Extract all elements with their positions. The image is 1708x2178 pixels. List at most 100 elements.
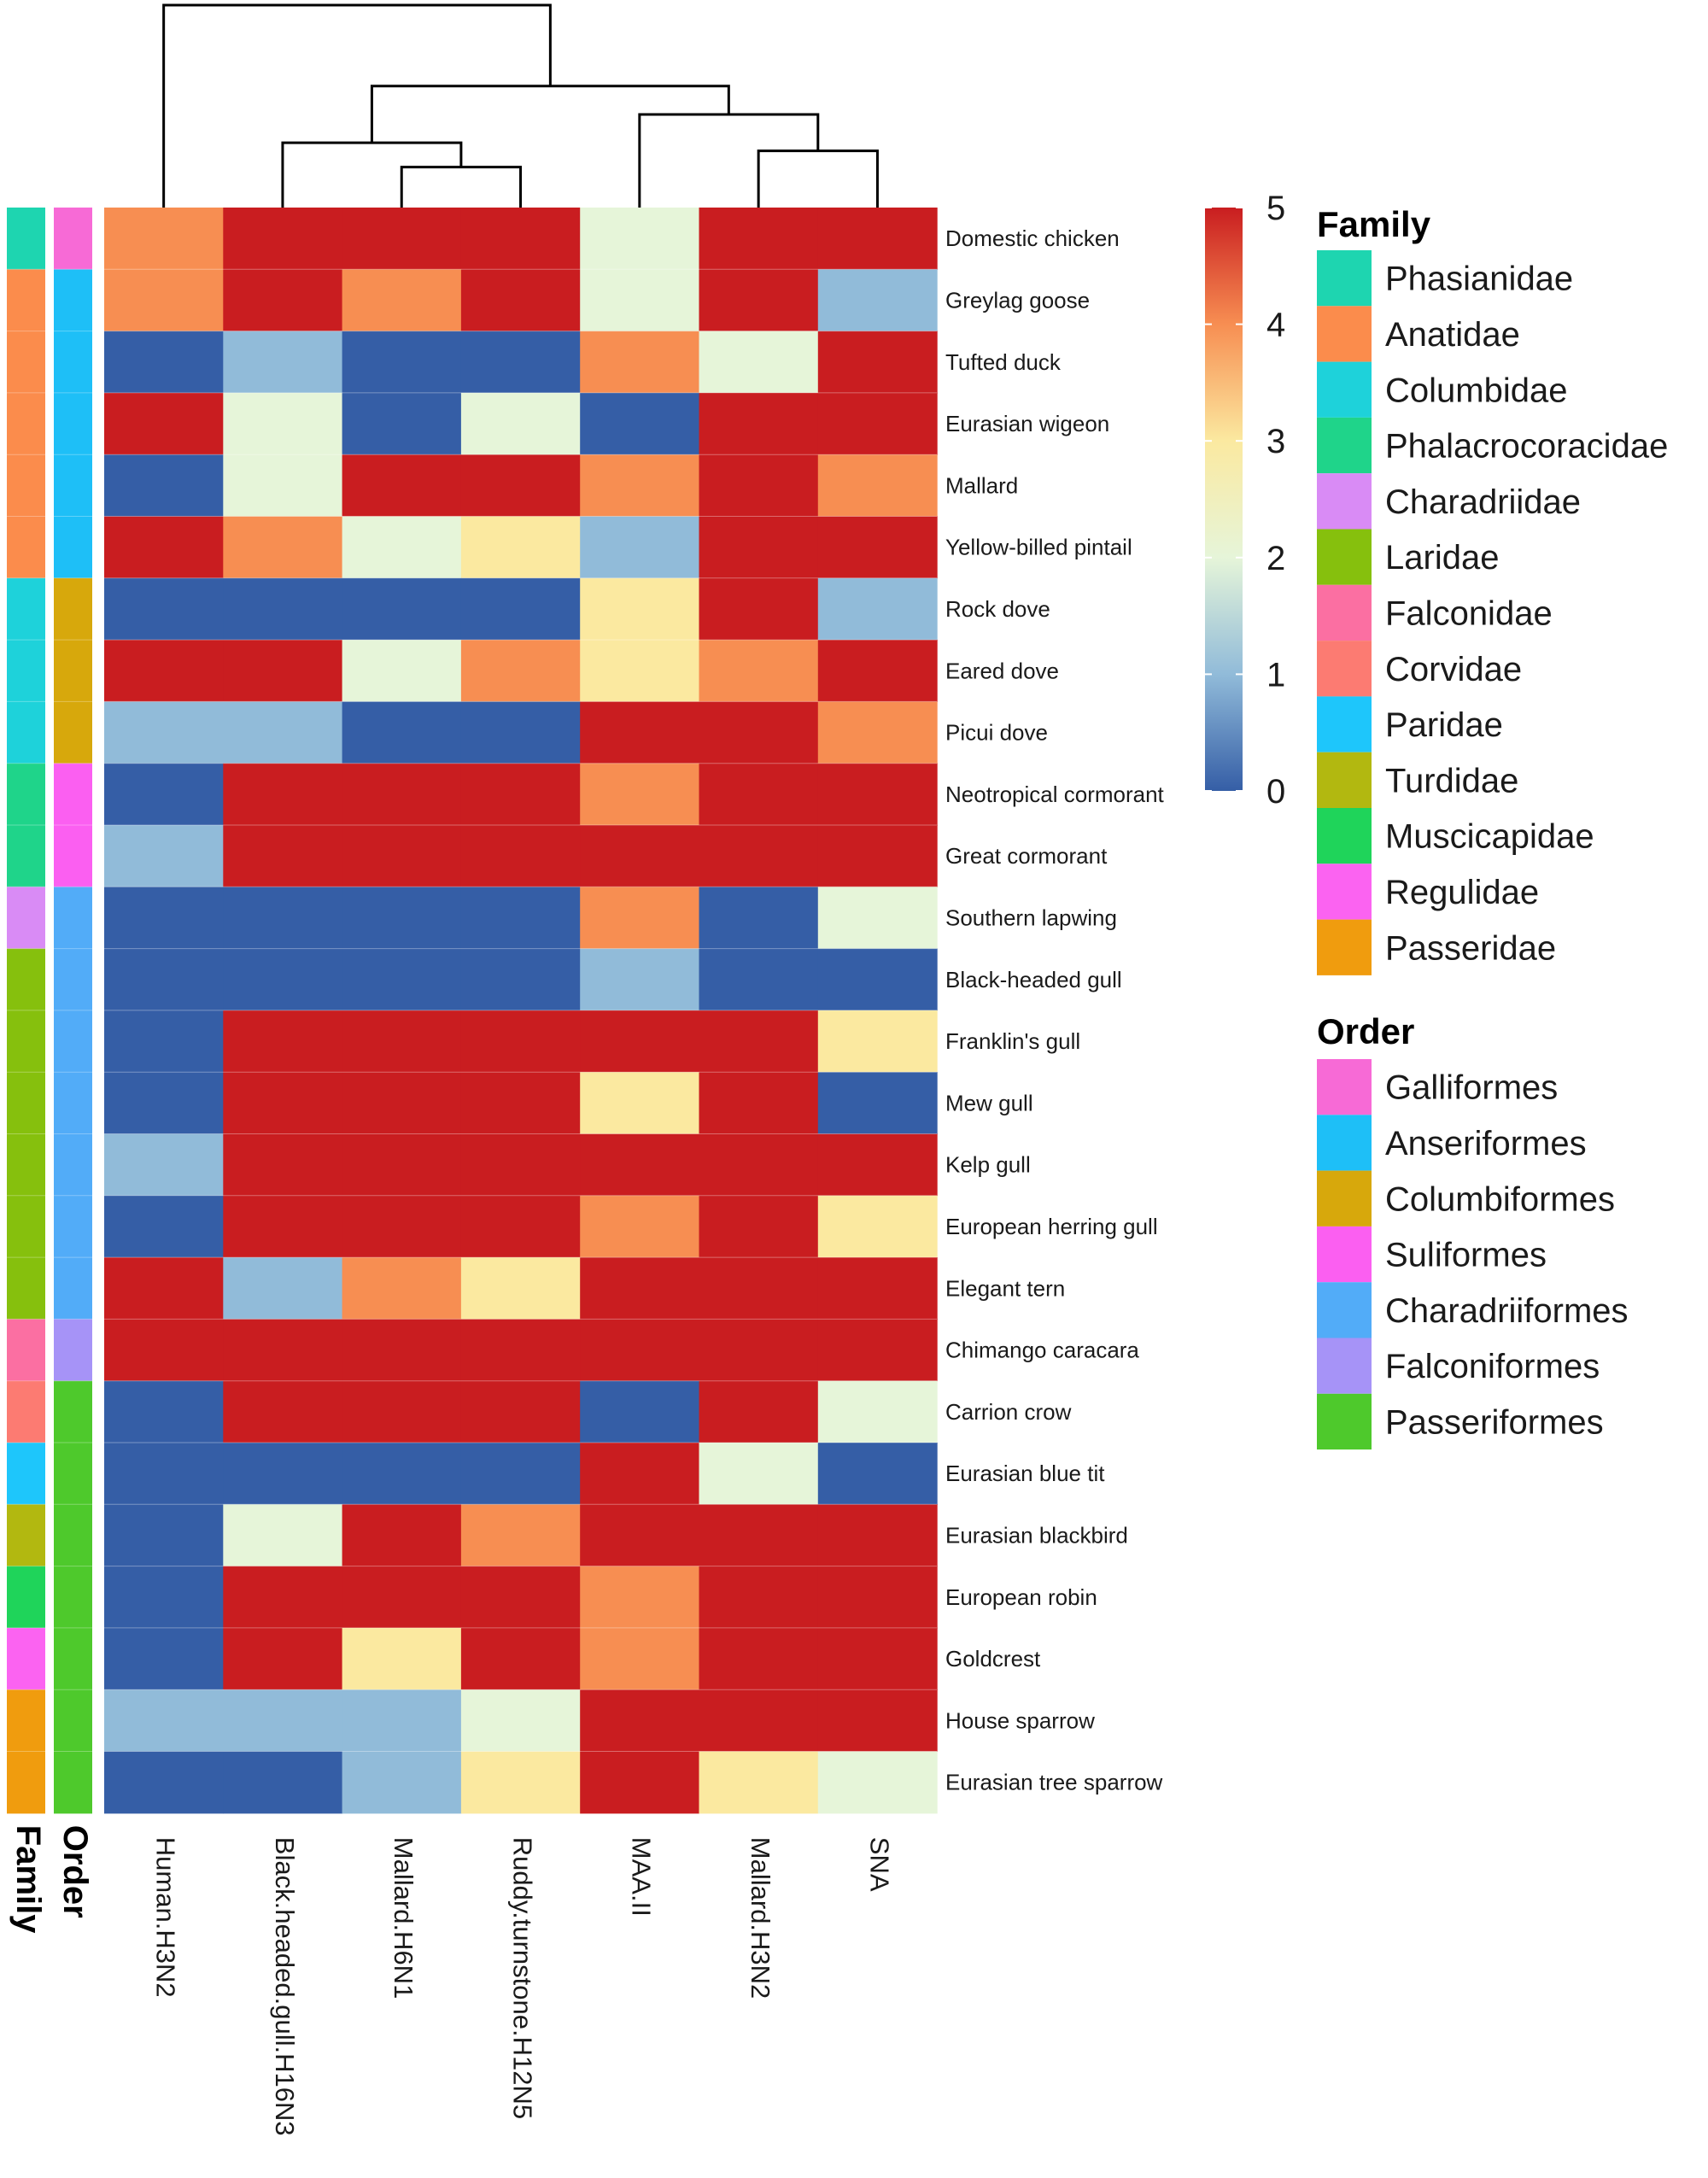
order-legend-swatch-galliformes — [1317, 1059, 1372, 1115]
heatmap-cell-tufted-duck-human-h3n2 — [104, 331, 224, 394]
family-legend-swatch-muscicapidae — [1317, 808, 1372, 864]
order-track-cell-elegant-tern — [54, 1257, 92, 1320]
heatmap-cell-kelp-gull-sna — [817, 1133, 938, 1197]
heatmap-cell-eurasian-blackbird-black-headed-gull-h16n3 — [223, 1504, 343, 1567]
heatmap-cell-kelp-gull-black-headed-gull-h16n3 — [223, 1133, 343, 1197]
heatmap-cell-yellow-billed-pintail-mallard-h3n2 — [699, 516, 819, 579]
row-label-eurasian-blue-tit: Eurasian blue tit — [945, 1461, 1105, 1486]
order-track-cell-eared-dove — [54, 640, 92, 702]
heatmap-cell-eurasian-tree-sparrow-ruddy-turnstone-h12n5 — [460, 1751, 581, 1814]
heatmap-cell-rock-dove-black-headed-gull-h16n3 — [223, 577, 343, 641]
heatmap-cell-mallard-maa-ii — [580, 454, 700, 518]
family-track-cell-european-herring-gull — [7, 1195, 45, 1258]
heatmap-cell-eared-dove-ruddy-turnstone-h12n5 — [460, 640, 581, 702]
family-track-cell-rock-dove — [7, 577, 45, 641]
heatmap-cell-chimango-caracara-mallard-h3n2 — [699, 1319, 819, 1382]
family-track-title: Family — [9, 1825, 47, 1934]
heatmap-cell-yellow-billed-pintail-mallard-h6n1 — [342, 516, 462, 579]
family-track-cell-carrion-crow — [7, 1380, 45, 1443]
family-track-cell-eared-dove — [7, 640, 45, 702]
heatmap-cell-eared-dove-maa-ii — [580, 640, 700, 702]
order-legend-swatch-columbiformes — [1317, 1170, 1372, 1227]
heatmap-cell-carrion-crow-human-h3n2 — [104, 1380, 224, 1443]
heatmap-cell-black-headed-gull-ruddy-turnstone-h12n5 — [460, 948, 581, 1011]
order-legend-swatch-suliformes — [1317, 1226, 1372, 1283]
heatmap-cell-picui-dove-sna — [817, 701, 938, 764]
heatmap-cell-house-sparrow-mallard-h3n2 — [699, 1689, 819, 1753]
family-track-cell-goldcrest — [7, 1627, 45, 1690]
heatmap-cell-european-herring-gull-sna — [817, 1195, 938, 1258]
column-label-maa-ii: MAA.II — [627, 1837, 657, 1917]
heatmap-cell-chimango-caracara-human-h3n2 — [104, 1319, 224, 1382]
heatmap-cell-eurasian-wigeon-mallard-h3n2 — [699, 392, 819, 455]
row-label-greylag-goose: Greylag goose — [945, 287, 1090, 313]
family-track-cell-eurasian-blue-tit — [7, 1443, 45, 1505]
heatmap-cell-eurasian-blackbird-mallard-h3n2 — [699, 1504, 819, 1567]
heatmap-cell-rock-dove-human-h3n2 — [104, 577, 224, 641]
colorbar-tick-label-0: 0 — [1266, 773, 1285, 811]
heatmap-cell-elegant-tern-black-headed-gull-h16n3 — [223, 1257, 343, 1320]
annotation-tracks: Family Order — [7, 208, 94, 1934]
order-track-cell-eurasian-blackbird — [54, 1504, 92, 1567]
heatmap-cell-mallard-black-headed-gull-h16n3 — [223, 454, 343, 518]
row-label-european-robin: European robin — [945, 1584, 1097, 1610]
heatmap-cell-black-headed-gull-black-headed-gull-h16n3 — [223, 948, 343, 1011]
order-track-cell-chimango-caracara — [54, 1319, 92, 1382]
heatmap-cell-eared-dove-human-h3n2 — [104, 640, 224, 702]
family-legend-label-falconidae: Falconidae — [1385, 594, 1553, 632]
family-legend-label-laridae: Laridae — [1385, 539, 1499, 577]
heatmap-cell-great-cormorant-black-headed-gull-h16n3 — [223, 825, 343, 887]
family-legend-label-phasianidae: Phasianidae — [1385, 261, 1573, 298]
heatmap-cell-tufted-duck-sna — [817, 331, 938, 394]
heatmap-cell-franklin-s-gull-maa-ii — [580, 1010, 700, 1073]
heatmap-cell-domestic-chicken-ruddy-turnstone-h12n5 — [460, 208, 581, 270]
heatmap-cell-eurasian-wigeon-black-headed-gull-h16n3 — [223, 392, 343, 455]
row-label-neotropical-cormorant: Neotropical cormorant — [945, 782, 1165, 807]
heatmap-cell-mew-gull-maa-ii — [580, 1072, 700, 1135]
order-track-cell-domestic-chicken — [54, 208, 92, 270]
heatmap-cell-eurasian-tree-sparrow-human-h3n2 — [104, 1751, 224, 1814]
heatmap-cell-eurasian-tree-sparrow-black-headed-gull-h16n3 — [223, 1751, 343, 1814]
heatmap-cell-elegant-tern-human-h3n2 — [104, 1257, 224, 1320]
heatmap-cell-domestic-chicken-human-h3n2 — [104, 208, 224, 270]
heatmap-cell-mallard-sna — [817, 454, 938, 518]
family-legend-label-regulidae: Regulidae — [1385, 874, 1539, 911]
heatmap-cell-franklin-s-gull-mallard-h3n2 — [699, 1010, 819, 1073]
heatmap-cell-european-herring-gull-mallard-h6n1 — [342, 1195, 462, 1258]
heatmap-cell-eurasian-wigeon-ruddy-turnstone-h12n5 — [460, 392, 581, 455]
heatmap-cell-carrion-crow-black-headed-gull-h16n3 — [223, 1380, 343, 1443]
heatmap-cell-kelp-gull-human-h3n2 — [104, 1133, 224, 1197]
family-legend-label-turdidae: Turdidae — [1385, 762, 1518, 799]
family-legend-swatch-paridae — [1317, 696, 1372, 752]
heatmap-cell-domestic-chicken-sna — [817, 208, 938, 270]
heatmap-cell-eurasian-blackbird-ruddy-turnstone-h12n5 — [460, 1504, 581, 1567]
heatmap-cell-goldcrest-mallard-h3n2 — [699, 1627, 819, 1690]
family-track-cell-european-robin — [7, 1566, 45, 1629]
heatmap-cells — [104, 208, 938, 1814]
order-legend-swatch-charadriiformes — [1317, 1282, 1372, 1338]
heatmap-cell-franklin-s-gull-human-h3n2 — [104, 1010, 224, 1073]
heatmap-cell-franklin-s-gull-mallard-h6n1 — [342, 1010, 462, 1073]
heatmap-cell-mew-gull-sna — [817, 1072, 938, 1135]
family-track-cell-eurasian-wigeon — [7, 392, 45, 455]
order-legend-label-columbiformes: Columbiformes — [1385, 1180, 1615, 1218]
heatmap-cell-southern-lapwing-human-h3n2 — [104, 887, 224, 950]
family-track-cell-franklin-s-gull — [7, 1010, 45, 1073]
heatmap-cell-eurasian-wigeon-human-h3n2 — [104, 392, 224, 455]
order-track-cell-greylag-goose — [54, 269, 92, 332]
heatmap-cell-mew-gull-ruddy-turnstone-h12n5 — [460, 1072, 581, 1135]
family-legend-label-charadriidae: Charadriidae — [1385, 483, 1581, 521]
family-track-cell-greylag-goose — [7, 269, 45, 332]
heatmap-cell-house-sparrow-sna — [817, 1689, 938, 1753]
row-label-yellow-billed-pintail: Yellow-billed pintail — [945, 535, 1132, 560]
heatmap-cell-black-headed-gull-sna — [817, 948, 938, 1011]
heatmap-cell-neotropical-cormorant-mallard-h3n2 — [699, 763, 819, 826]
family-track-cell-eurasian-blackbird — [7, 1504, 45, 1567]
heatmap-cell-neotropical-cormorant-mallard-h6n1 — [342, 763, 462, 826]
family-track-cell-chimango-caracara — [7, 1319, 45, 1382]
row-label-great-cormorant: Great cormorant — [945, 843, 1108, 869]
family-track-cell-house-sparrow — [7, 1689, 45, 1753]
heatmap-cell-domestic-chicken-mallard-h6n1 — [342, 208, 462, 270]
order-track-cell-mew-gull — [54, 1072, 92, 1135]
heatmap-cell-eurasian-wigeon-mallard-h6n1 — [342, 392, 462, 455]
